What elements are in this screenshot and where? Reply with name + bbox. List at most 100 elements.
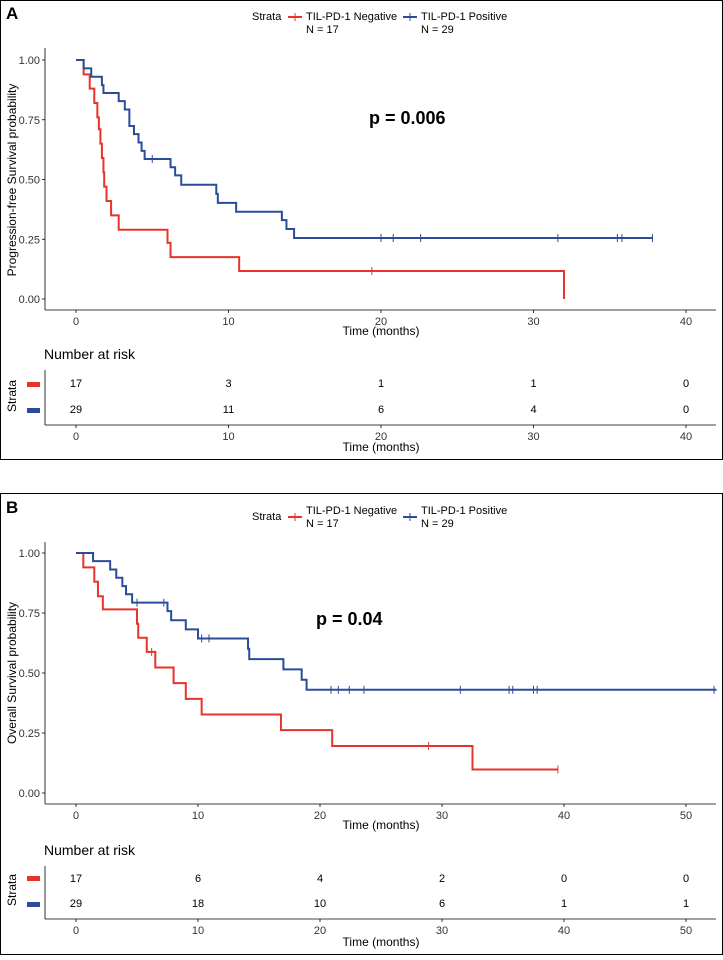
risk-count: 3 xyxy=(225,378,231,390)
legend-label-positive: TIL-PD-1 Positive xyxy=(421,11,507,23)
risk-swatch-positive xyxy=(27,902,40,907)
x-tick-label: 0 xyxy=(73,810,79,822)
y-tick-label: 0.25 xyxy=(19,234,40,246)
panel-b-legend: Strata TIL-PD-1 Negative N = 17 TIL-PD-1… xyxy=(252,505,507,530)
risk-swatch-negative xyxy=(27,382,40,387)
x-tick-label: 30 xyxy=(436,810,448,822)
risk-count: 6 xyxy=(195,873,201,885)
legend-title: Strata xyxy=(252,511,282,523)
legend-n-negative: N = 17 xyxy=(306,24,339,36)
risk-count: 0 xyxy=(561,873,567,885)
risk-count: 1 xyxy=(530,378,536,390)
risk-count: 29 xyxy=(70,898,82,910)
risk-count: 0 xyxy=(683,404,689,416)
x-tick-label: 40 xyxy=(558,810,570,822)
risk-x-tick-label: 0 xyxy=(73,925,79,937)
risk-count: 6 xyxy=(378,404,384,416)
x-ticks: 0 10 20 30 40 50 xyxy=(73,804,692,822)
risk-x-tick-label: 40 xyxy=(558,925,570,937)
x-axis-title: Time (months) xyxy=(343,818,420,832)
risk-strata-label: Strata xyxy=(5,380,19,412)
risk-x-tick-label: 30 xyxy=(527,431,539,443)
risk-count: 10 xyxy=(314,898,326,910)
p-value: p = 0.006 xyxy=(369,108,446,128)
risk-x-tick-label: 10 xyxy=(192,925,204,937)
legend-title: Strata xyxy=(252,11,282,23)
x-axis-title: Time (months) xyxy=(343,324,420,338)
legend-n-negative: N = 17 xyxy=(306,518,339,530)
risk-count: 29 xyxy=(70,404,82,416)
y-tick-label: 0.50 xyxy=(19,668,40,680)
risk-x-axis-title: Time (months) xyxy=(343,440,420,454)
panel-b: B Strata TIL-PD-1 Negative N = 17 TIL-PD… xyxy=(0,493,723,955)
legend-n-positive: N = 29 xyxy=(421,518,454,530)
positive-survival-curve xyxy=(76,59,653,240)
panel-a-frame xyxy=(0,0,723,460)
risk-count: 17 xyxy=(70,378,82,390)
risk-numbers: 17 6 4 2 0 0 29 18 10 6 1 1 xyxy=(70,873,689,910)
y-ticks: 0.00 0.25 0.50 0.75 1.00 xyxy=(19,55,45,306)
y-tick-label: 0.25 xyxy=(19,728,40,740)
panel-a-label: A xyxy=(6,4,18,23)
risk-swatch-positive xyxy=(27,408,40,413)
x-tick-label: 20 xyxy=(314,810,326,822)
y-axis-title: Overall Survival probability xyxy=(5,602,19,744)
risk-table-title: Number at risk xyxy=(44,346,136,362)
risk-x-tick-label: 20 xyxy=(314,925,326,937)
legend-label-negative: TIL-PD-1 Negative xyxy=(306,11,397,23)
y-tick-label: 1.00 xyxy=(19,55,40,67)
y-tick-label: 0.50 xyxy=(19,175,40,187)
risk-swatch-negative xyxy=(27,876,40,881)
panel-a: A Strata TIL-PD-1 Negative N = 17 TIL-PD… xyxy=(0,0,723,460)
legend-label-positive: TIL-PD-1 Positive xyxy=(421,505,507,517)
panel-a-legend: Strata TIL-PD-1 Negative N = 17 TIL-PD-1… xyxy=(252,11,507,36)
y-ticks: 0.00 0.25 0.50 0.75 1.00 xyxy=(19,548,45,800)
risk-count: 1 xyxy=(683,898,689,910)
risk-count: 11 xyxy=(223,404,234,416)
risk-numbers: 17 3 1 1 029 11 6 4 0 xyxy=(70,378,689,416)
panel-a-risk-table: Number at risk Strata 17 3 1 1 029 11 6 4 0 0 10 2… xyxy=(5,346,716,454)
x-tick-label: 40 xyxy=(680,316,692,328)
risk-count: 0 xyxy=(683,873,689,885)
legend-label-negative: TIL-PD-1 Negative xyxy=(306,505,397,517)
risk-x-tick-label: 40 xyxy=(680,431,692,443)
panel-b-label: B xyxy=(6,498,18,517)
risk-count: 4 xyxy=(530,404,536,416)
km-curves xyxy=(76,59,653,299)
risk-count: 6 xyxy=(439,898,445,910)
risk-x-ticks: 0 10 20 30 40 xyxy=(73,425,692,443)
risk-strata-label: Strata xyxy=(5,874,19,906)
risk-x-tick-label: 30 xyxy=(436,925,448,937)
positive-survival-curve xyxy=(76,552,717,691)
panel-b-risk-table: Number at risk Strata 17 6 4 2 0 029 18 10 6 1 1 0… xyxy=(5,842,716,949)
risk-x-tick-label: 20 xyxy=(375,431,387,443)
x-tick-label: 10 xyxy=(222,316,234,328)
panel-b-plot: 0.00 0.25 0.50 0.75 1.00 0 10 20 30 40 50 Overall… xyxy=(5,542,717,832)
risk-x-tick-label: 0 xyxy=(73,431,79,443)
p-value: p = 0.04 xyxy=(316,609,383,629)
y-tick-label: 0.00 xyxy=(19,788,40,800)
risk-x-ticks: 0 10 20 30 40 50 xyxy=(73,919,692,937)
risk-table-title: Number at risk xyxy=(44,842,136,858)
panel-b-frame xyxy=(0,493,723,955)
negative-survival-curve xyxy=(76,552,558,771)
x-tick-label: 50 xyxy=(680,810,692,822)
y-tick-label: 0.75 xyxy=(19,608,40,620)
y-tick-label: 0.75 xyxy=(19,115,40,127)
legend-n-positive: N = 29 xyxy=(421,24,454,36)
risk-count: 4 xyxy=(317,873,323,885)
panel-a-plot: 0.00 0.25 0.50 0.75 1.00 0 10 20 30 40 Progressi… xyxy=(5,48,716,338)
y-tick-label: 0.00 xyxy=(19,294,40,306)
risk-count: 0 xyxy=(683,378,689,390)
y-axis-title: Progression-free Survival probability xyxy=(5,84,19,277)
km-curves xyxy=(76,552,717,774)
x-ticks: 0 10 20 30 40 xyxy=(73,310,692,328)
risk-x-axis-title: Time (months) xyxy=(343,935,420,949)
negative-survival-curve xyxy=(76,59,565,299)
risk-count: 1 xyxy=(378,378,384,390)
x-tick-label: 20 xyxy=(375,316,387,328)
risk-count: 18 xyxy=(192,898,204,910)
x-tick-label: 30 xyxy=(527,316,539,328)
risk-count: 2 xyxy=(439,873,445,885)
